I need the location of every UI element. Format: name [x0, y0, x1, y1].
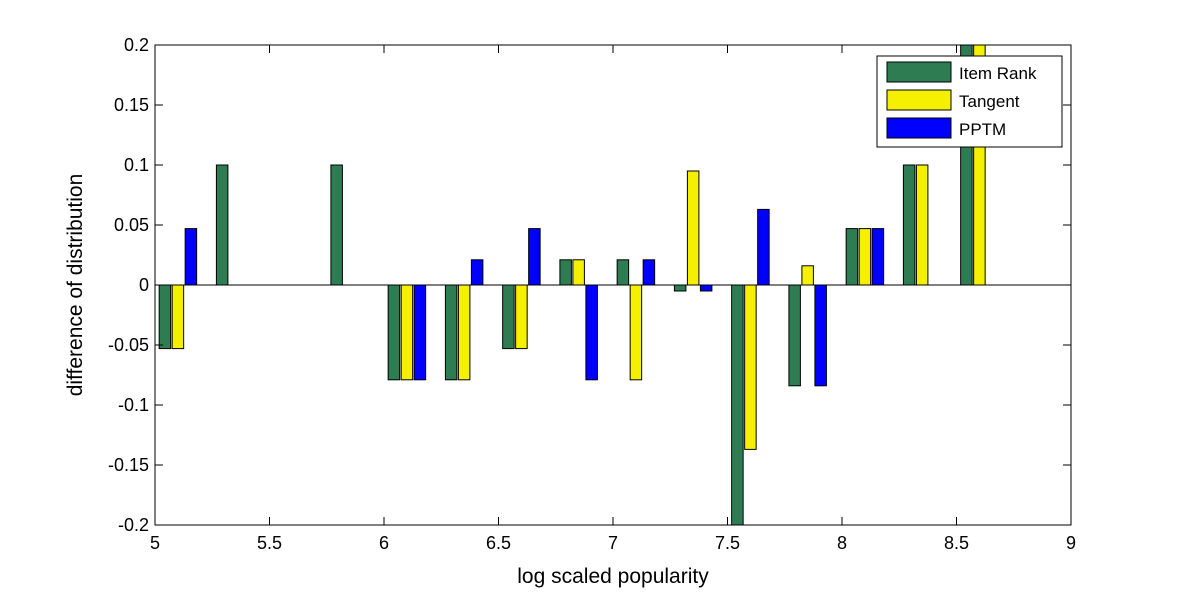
legend-swatch-item-rank [886, 61, 952, 83]
bar-item-rank [559, 259, 572, 286]
x-tick-label: 9 [1066, 533, 1076, 553]
legend: Item Rank Tangent PPTM [876, 55, 1063, 148]
bar-pptm [470, 259, 484, 286]
x-tick-label: 7 [608, 533, 618, 553]
bar-item-rank [444, 284, 458, 381]
bar-tangent [515, 284, 528, 350]
x-tick-label: 5 [150, 533, 160, 553]
y-tick-label: -0.1 [118, 395, 149, 415]
y-tick-label: 0.2 [124, 35, 149, 55]
legend-swatch-tangent [886, 89, 952, 111]
bar-tangent [400, 284, 414, 381]
bar-tangent [915, 164, 929, 286]
bar-tangent [457, 284, 471, 381]
bar-item-rank [616, 259, 630, 286]
bar-item-rank [330, 164, 343, 286]
bar-tangent [858, 228, 872, 286]
bar-tangent [572, 259, 585, 286]
bar-pptm [814, 284, 827, 387]
bar-item-rank [902, 164, 916, 286]
bar-item-rank [387, 284, 401, 381]
bar-pptm [184, 228, 198, 286]
y-tick-label: 0 [139, 275, 149, 295]
bar-item-rank [731, 284, 744, 526]
legend-swatch-pptm [886, 117, 952, 139]
bar-pptm [413, 284, 427, 381]
bar-tangent [686, 170, 700, 286]
y-tick-label: 0.05 [114, 215, 149, 235]
bar-tangent [801, 265, 814, 286]
bar-item-rank [215, 164, 229, 286]
bar-tangent [629, 284, 643, 381]
x-tick-label: 8 [837, 533, 847, 553]
y-tick-label: -0.05 [108, 335, 149, 355]
x-tick-label: 8.5 [944, 533, 969, 553]
x-tick-label: 6.5 [486, 533, 511, 553]
bar-item-rank [158, 284, 172, 350]
y-tick-label: 0.15 [114, 95, 149, 115]
x-tick-label: 5.5 [257, 533, 282, 553]
ticks-layer: 5 5.5 6 6.5 7 7.5 8 8.5 9 -0.2 -0.15 -0.1 -0.05 0 0.05… [108, 35, 1076, 553]
y-tick-label: -0.15 [108, 455, 149, 475]
bar-item-rank [845, 228, 859, 286]
bar-item-rank [502, 284, 515, 350]
bar-pptm [642, 259, 656, 286]
y-axis-label: difference of distribution [64, 174, 87, 397]
bar-pptm [699, 284, 713, 292]
legend-label-tangent: Tangent [959, 92, 1020, 111]
x-tick-label: 7.5 [715, 533, 740, 553]
bar-pptm [528, 228, 541, 286]
bar-tangent [171, 284, 185, 350]
legend-label-pptm: PPTM [959, 120, 1006, 139]
bar-pptm [757, 208, 770, 286]
bar-pptm [585, 284, 598, 381]
y-tick-label: -0.2 [118, 515, 149, 535]
y-tick-label: 0.1 [124, 155, 149, 175]
x-tick-label: 6 [379, 533, 389, 553]
bar-tangent [744, 284, 757, 450]
bar-pptm [871, 228, 885, 286]
x-axis-label: log scaled popularity [517, 565, 709, 588]
legend-label-item-rank: Item Rank [959, 64, 1037, 83]
bar-item-rank [673, 284, 687, 292]
bar-item-rank [788, 284, 801, 387]
